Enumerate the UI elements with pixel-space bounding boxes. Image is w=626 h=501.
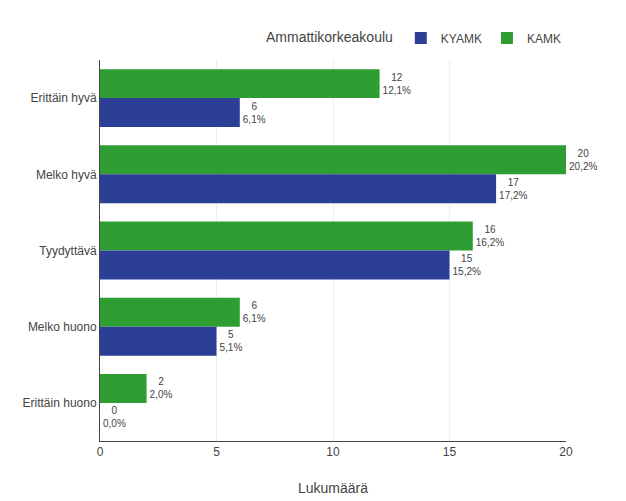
svg-text:15: 15 (443, 445, 457, 459)
svg-text:Melko hyvä: Melko hyvä (36, 168, 97, 182)
svg-text:0: 0 (97, 445, 104, 459)
svg-text:Ammattikorkeakoulu: Ammattikorkeakoulu (266, 29, 393, 45)
svg-text:10: 10 (326, 445, 340, 459)
svg-text:1212,1%: 1212,1% (383, 72, 411, 96)
svg-text:Melko huono: Melko huono (28, 320, 97, 334)
svg-text:22,0%: 22,0% (150, 376, 173, 400)
svg-text:20: 20 (559, 445, 573, 459)
svg-text:66,1%: 66,1% (243, 101, 266, 125)
svg-text:Lukumäärä: Lukumäärä (298, 480, 368, 496)
svg-text:Tyydyttävä: Tyydyttävä (39, 244, 97, 258)
svg-text:66,1%: 66,1% (243, 300, 266, 324)
svg-text:5: 5 (213, 445, 220, 459)
svg-text:Erittäin hyvä: Erittäin hyvä (31, 91, 97, 105)
svg-text:00,0%: 00,0% (103, 405, 126, 429)
svg-text:55,1%: 55,1% (220, 329, 243, 353)
svg-text:1616,2%: 1616,2% (476, 224, 504, 248)
svg-text:Erittäin huono: Erittäin huono (23, 396, 97, 410)
svg-text:KYAMK: KYAMK (441, 32, 482, 46)
svg-text:1515,2%: 1515,2% (453, 253, 481, 277)
svg-text:1717,2%: 1717,2% (499, 177, 527, 201)
svg-text:2020,2%: 2020,2% (569, 148, 597, 172)
svg-text:KAMK: KAMK (527, 32, 561, 46)
